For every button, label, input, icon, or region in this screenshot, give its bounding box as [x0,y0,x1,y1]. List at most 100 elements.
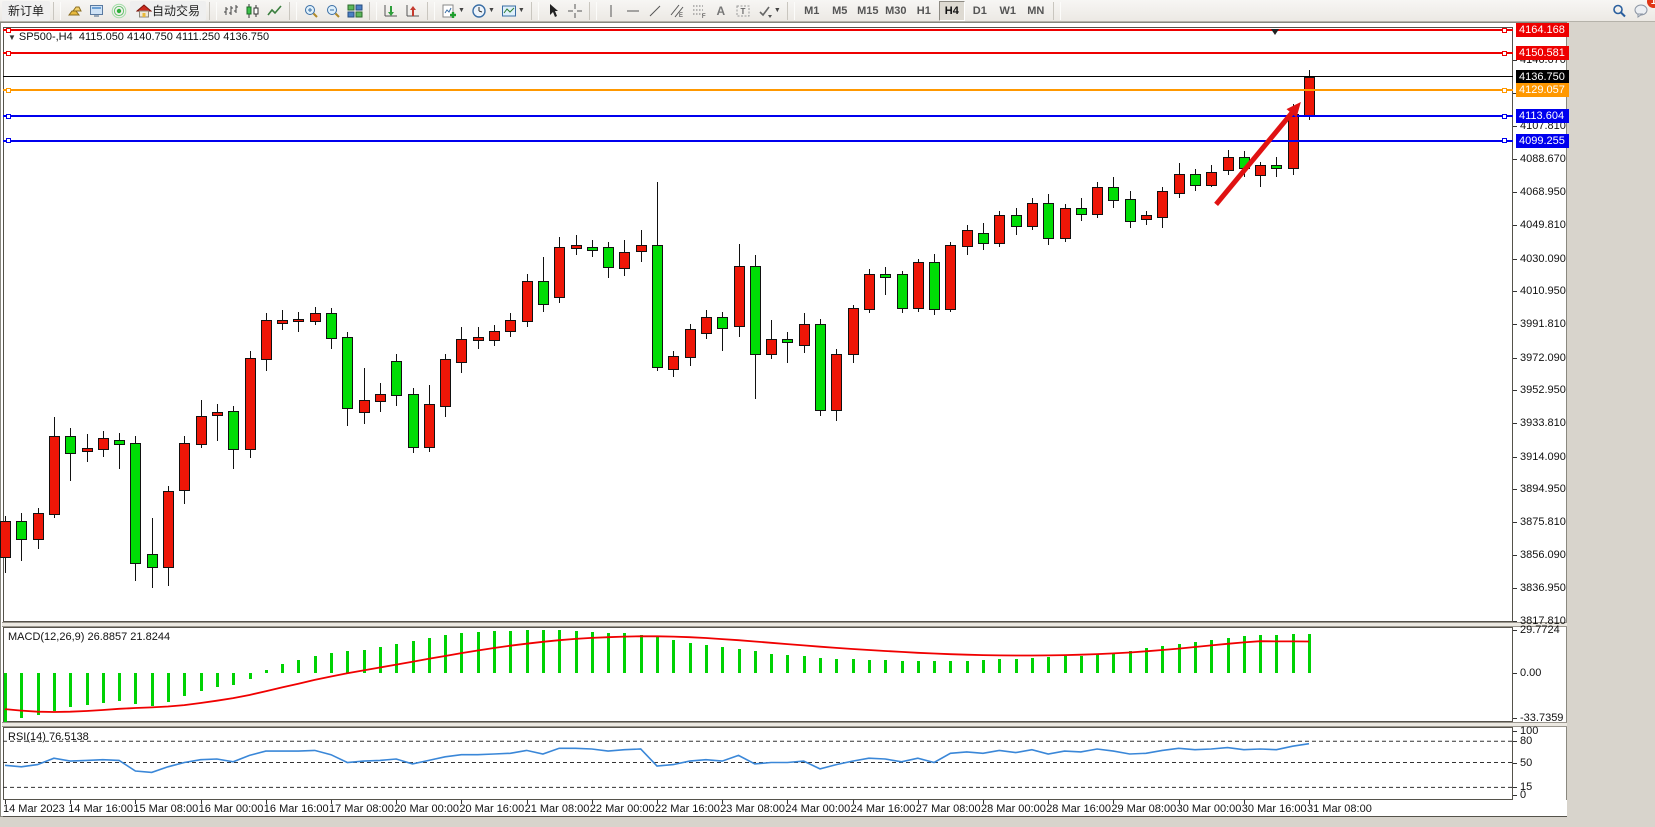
timeframe-d1[interactable]: D1 [972,4,987,17]
timeframe-h1[interactable]: H1 [916,4,931,17]
vertical-line-tool-icon[interactable] [600,1,622,21]
arrows-tool-icon[interactable]: ▼ [754,1,784,21]
line-handle[interactable] [6,113,11,119]
time-axis-label: 15 Mar 08:00 [133,803,199,815]
macd-histogram-bar [933,661,937,673]
candle-body [1222,156,1234,171]
time-axis-tick [657,800,658,804]
macd-histogram-bar [1291,634,1295,673]
zoom-in-icon[interactable] [300,1,322,21]
text-label-tool-icon[interactable]: T [732,1,754,21]
macd-histogram-bar [656,636,659,673]
candle-body [1043,202,1055,239]
templates-icon[interactable]: ▼ [498,1,528,21]
candle-body [929,262,941,311]
candle-body [668,356,680,370]
new-order-button[interactable]: 新订单 [2,0,51,21]
time-axis-label: 16 Mar 16:00 [263,803,329,815]
price-axis-label: 3817.810 [1520,614,1566,627]
price-axis-label: 3933.810 [1520,416,1566,429]
zoom-out-icon[interactable] [322,1,344,21]
macd-histogram-bar [444,635,448,673]
line-handle[interactable] [1502,138,1507,144]
time-axis-label: 30 Mar 16:00 [1241,803,1307,815]
chart-shift-icon[interactable] [402,1,424,21]
candle-body [1075,207,1087,215]
auto-scroll-icon[interactable] [380,1,402,21]
line-handle[interactable] [1502,27,1507,33]
pane-splitter[interactable] [2,622,1567,627]
pane-splitter[interactable] [2,722,1567,727]
candlestick-chart-type-icon[interactable] [242,1,264,21]
level-price-tag: 4164.168 [1516,23,1569,38]
bar-chart-type-icon[interactable] [220,1,242,21]
macd-pane[interactable] [3,627,1513,722]
crosshair-icon[interactable] [564,1,586,21]
candle-body [489,330,500,342]
line-handle[interactable] [1502,87,1507,93]
timeframe-w1[interactable]: W1 [999,4,1017,17]
line-handle[interactable] [6,138,11,144]
horizontal-line-tool-icon[interactable] [622,1,644,21]
tile-windows-icon[interactable] [344,1,366,21]
current-price-line[interactable] [3,76,1513,78]
time-axis-label: 22 Mar 00:00 [589,803,655,815]
timeframe-m15[interactable]: M15 [857,4,879,17]
text-tool-icon[interactable]: A [716,3,726,18]
rsi-pane[interactable] [3,727,1513,800]
time-axis-tick [1243,800,1245,804]
cursor-icon[interactable] [542,1,564,21]
candle-body [326,313,337,340]
candle-body [1173,173,1185,195]
timeframe-m5[interactable]: M5 [832,4,848,17]
trend-arrow-annotation[interactable] [1214,108,1297,206]
macd-histogram-bar [395,644,399,673]
toolbar-separator [53,1,62,20]
axis-tick [1513,795,1517,796]
rsi-name: RSI(14) [8,731,46,743]
time-axis-tick [1048,800,1050,804]
market-watch-icon[interactable] [86,1,108,21]
chevron-down-icon: ▼ [458,7,465,14]
symbol-dropdown-icon[interactable]: ▼ [8,33,16,42]
horizontal-level-line[interactable] [3,115,1513,118]
gold-bars-icon[interactable] [64,1,86,21]
line-handle[interactable] [1502,113,1507,119]
horizontal-level-line[interactable] [3,139,1513,142]
timeframe-m30[interactable]: M30 [885,4,907,17]
candle-body [163,490,174,568]
macd-histogram-bar [835,658,839,673]
price-axis-label: 3875.810 [1520,515,1566,528]
line-handle[interactable] [6,50,11,56]
candle-body [1108,187,1120,202]
timeframe-m1[interactable]: M1 [804,4,820,17]
line-handle[interactable] [6,27,11,33]
candle-body [1124,199,1136,222]
chart-window[interactable]: 14 Mar 2023 14 Mar 16:00 15 Mar 08:00 16 Ma… [0,22,1655,827]
auto-trading-button[interactable]: 自动交易 [130,0,207,21]
trendline-tool-icon[interactable] [644,1,666,21]
line-chart-type-icon[interactable] [264,1,286,21]
notifications-chat-icon[interactable]: 1 [1630,0,1655,21]
axis-tick [1513,291,1517,293]
timeframe-mn[interactable]: MN [1027,4,1045,17]
candle-wick [722,311,724,351]
periods-clock-icon[interactable]: ▼ [468,1,498,21]
chart-shift-marker[interactable] [1271,29,1279,35]
timeframe-h4[interactable]: H4 [938,0,965,21]
line-handle[interactable] [6,87,11,93]
channel-tool-icon[interactable]: E [666,1,688,21]
candle-wick [119,432,121,469]
line-handle[interactable] [1502,50,1507,56]
svg-text:E: E [679,13,683,19]
macd-histogram-bar [183,673,187,697]
horizontal-level-line[interactable] [3,89,1513,92]
time-axis[interactable]: 14 Mar 2023 14 Mar 16:00 15 Mar 08:00 16 Ma… [3,800,1567,817]
indicators-icon[interactable]: ▼ [438,1,468,21]
horizontal-level-line[interactable] [3,52,1513,55]
signal-icon[interactable] [108,1,130,21]
fibonacci-tool-icon[interactable]: F [688,1,710,21]
search-icon[interactable] [1608,1,1630,21]
horizontal-level-line[interactable] [3,29,1513,32]
axis-tick [1513,717,1517,719]
